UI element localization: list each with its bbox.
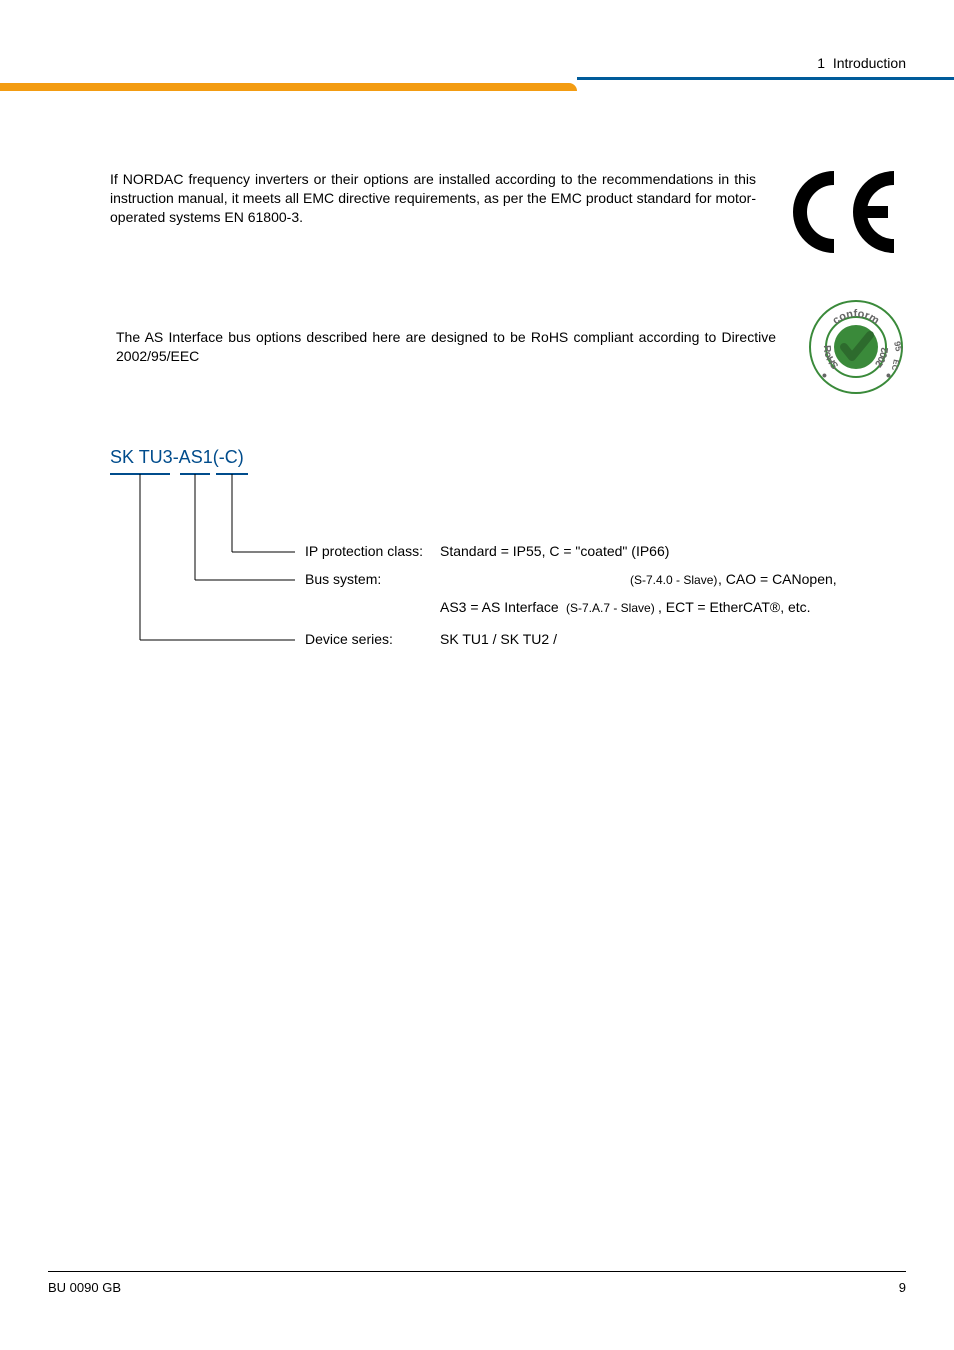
emc-paragraph-text: If NORDAC frequency inverters or their o… bbox=[110, 170, 756, 227]
type-code-diagram: SK TU3-AS1(-C) IP protection class: Stan… bbox=[110, 447, 906, 672]
rohs-paragraph-text: The AS Interface bus options described h… bbox=[110, 328, 776, 366]
rohs-conform-badge-icon: conform RoHS 2002 95 EC • • bbox=[806, 297, 906, 397]
page-header: 1 Introduction bbox=[0, 55, 954, 95]
svg-text:EC: EC bbox=[890, 359, 901, 372]
emc-paragraph-row: If NORDAC frequency inverters or their o… bbox=[110, 170, 906, 255]
ce-mark-icon bbox=[786, 170, 906, 255]
bus-value-1b: , CAO = CANopen, bbox=[718, 571, 837, 587]
svg-text:conform: conform bbox=[830, 308, 881, 327]
footer-page-number: 9 bbox=[899, 1280, 906, 1295]
type-code-heading: SK TU3-AS1(-C) bbox=[110, 447, 906, 468]
bus-value-2c: , ECT = EtherCAT®, etc. bbox=[658, 599, 811, 615]
bus-value-2a: AS3 = AS Interface bbox=[440, 599, 559, 615]
ip-value: Standard = IP55, C = "coated" (IP66) bbox=[440, 543, 669, 559]
svg-text:•: • bbox=[886, 367, 891, 383]
bus-value-1a: (S-7.4.0 - Slave) bbox=[630, 573, 717, 587]
type-code-bracket-svg: IP protection class: Standard = IP55, C … bbox=[110, 472, 906, 672]
svg-text:•: • bbox=[822, 367, 827, 383]
svg-text:95: 95 bbox=[892, 340, 904, 352]
header-accent-bar-blue bbox=[577, 77, 954, 80]
page-footer: BU 0090 GB 9 bbox=[48, 1271, 906, 1295]
page-content: If NORDAC frequency inverters or their o… bbox=[110, 170, 906, 672]
bus-label: Bus system: bbox=[305, 571, 381, 587]
section-title: Introduction bbox=[833, 55, 906, 71]
device-label: Device series: bbox=[305, 631, 393, 647]
footer-doc-id: BU 0090 GB bbox=[48, 1280, 121, 1295]
header-accent-bar-orange bbox=[0, 83, 577, 91]
bus-value-2b: (S-7.A.7 - Slave) bbox=[566, 601, 655, 615]
section-number: 1 bbox=[817, 55, 825, 71]
header-section-label: 1 Introduction bbox=[817, 55, 906, 71]
device-value: SK TU1 / SK TU2 / bbox=[440, 631, 557, 647]
rohs-paragraph-row: The AS Interface bus options described h… bbox=[110, 297, 906, 397]
ip-label: IP protection class: bbox=[305, 543, 423, 559]
